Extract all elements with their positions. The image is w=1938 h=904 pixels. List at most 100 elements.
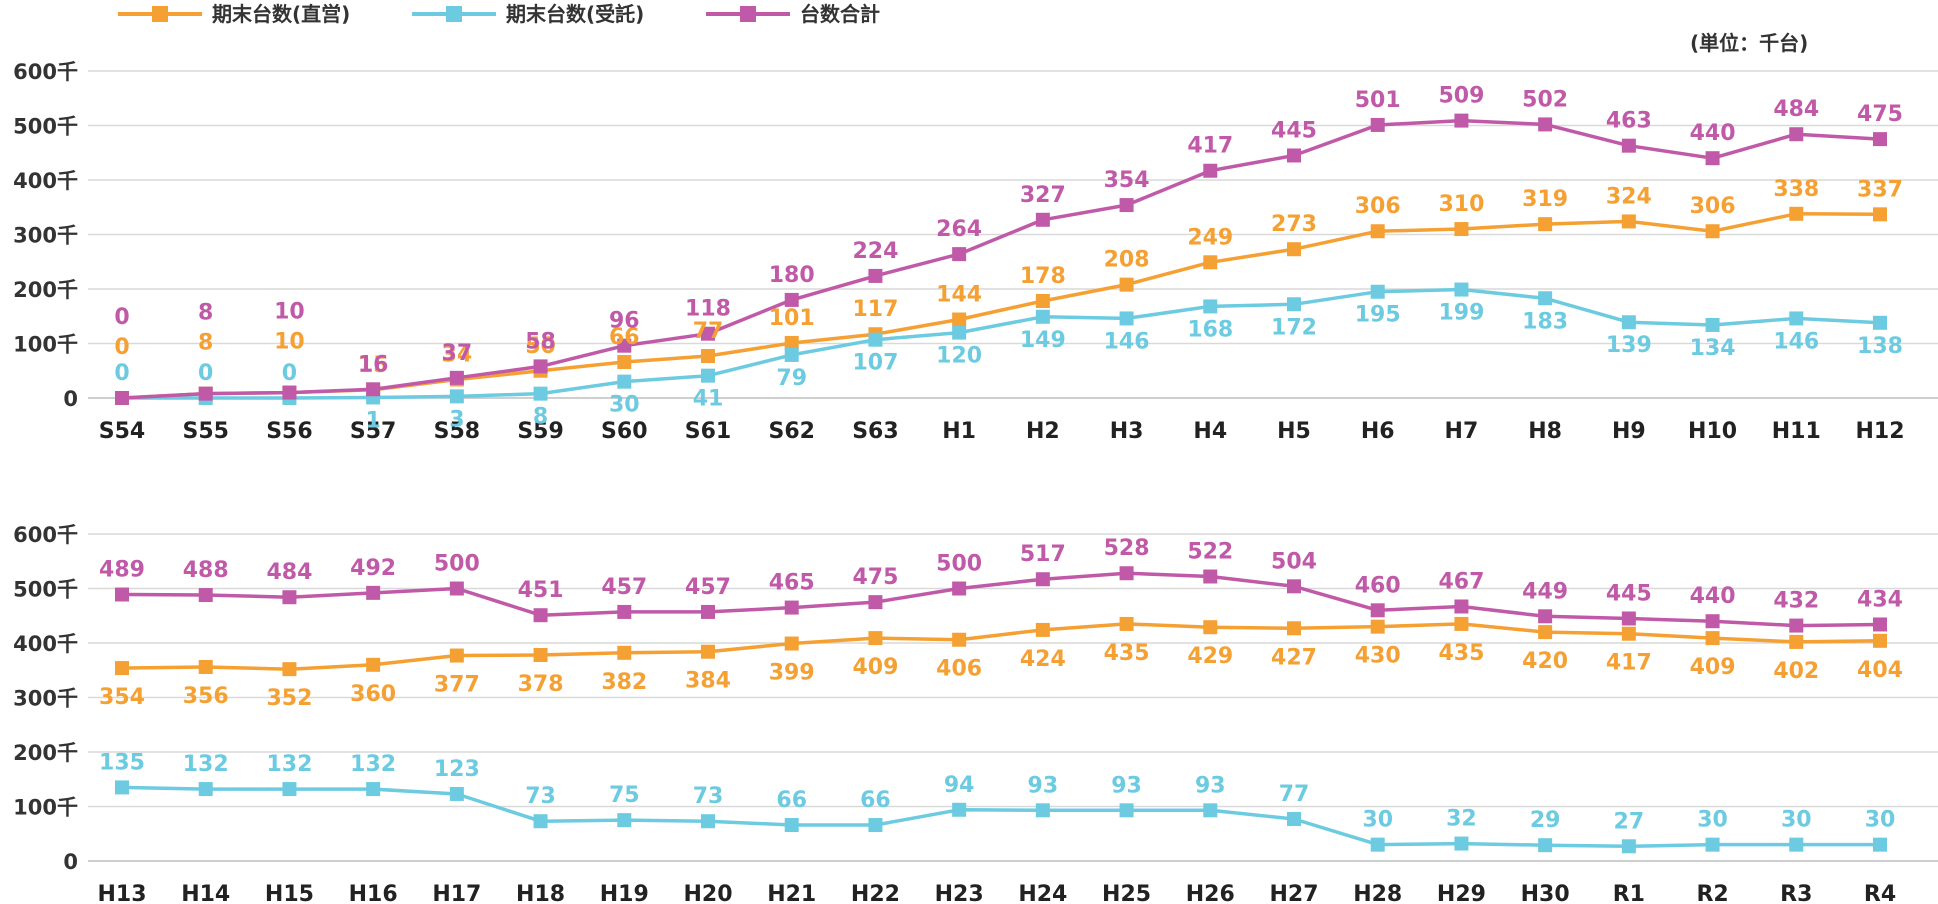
y-tick-label: 500千 — [13, 578, 78, 602]
data-point — [952, 312, 967, 327]
data-point — [366, 657, 381, 672]
data-label: 0 — [282, 361, 297, 386]
data-label: 409 — [1690, 655, 1736, 680]
data-label: 502 — [1522, 87, 1568, 112]
data-point — [1873, 837, 1887, 852]
data-label: 30 — [609, 393, 640, 418]
data-label: 132 — [183, 752, 229, 777]
legend: 期末台数(直営) 期末台数(受託) 台数合計 — [118, 2, 880, 26]
data-point — [282, 782, 297, 797]
series-line — [121, 785, 1880, 849]
data-point — [366, 782, 381, 797]
x-tick-label: S57 — [350, 419, 396, 444]
y-axis: 0 100千 200千 300千 400千 500千 600千 — [13, 523, 78, 874]
data-point — [1203, 299, 1218, 314]
data-point — [952, 325, 967, 340]
data-label: 517 — [1020, 542, 1066, 567]
data-point — [1287, 812, 1301, 827]
data-label: 445 — [1606, 581, 1652, 606]
data-point — [282, 662, 297, 677]
data-label: 134 — [1690, 336, 1736, 361]
data-point — [1203, 163, 1218, 178]
data-label: 93 — [1111, 773, 1142, 798]
gridlines — [88, 70, 1938, 399]
chart-top-period-s54-h12: 0 100千 200千 300千 400千 500千 600千 S54 S55 S56 S57 S58… — [13, 60, 1938, 444]
data-label: 409 — [852, 655, 898, 680]
data-label: 354 — [1104, 168, 1150, 193]
data-label: 135 — [99, 750, 145, 775]
data-label: 484 — [266, 560, 312, 585]
y-tick-label: 600千 — [13, 523, 78, 547]
x-tick-label: S63 — [852, 419, 898, 444]
x-tick-label: H28 — [1353, 882, 1402, 904]
unit-label: (単位：千台) — [1690, 31, 1808, 55]
x-tick-label: H25 — [1102, 882, 1151, 904]
data-point — [1705, 317, 1720, 332]
x-tick-label: H3 — [1110, 419, 1144, 444]
data-point — [868, 631, 883, 646]
data-label: 522 — [1187, 540, 1233, 565]
data-point — [1370, 224, 1385, 239]
x-tick-label: H17 — [432, 882, 481, 904]
data-point — [617, 645, 632, 660]
data-label: 8 — [533, 405, 548, 430]
data-point — [1789, 837, 1804, 852]
data-label: 34 — [442, 342, 473, 367]
data-point — [1538, 291, 1553, 306]
data-label: 101 — [769, 306, 815, 331]
data-label: 144 — [936, 283, 982, 308]
data-point — [1873, 633, 1887, 648]
data-point — [617, 813, 632, 828]
data-point — [1873, 617, 1887, 632]
data-point — [701, 604, 715, 619]
data-label: 310 — [1438, 192, 1484, 217]
data-point — [533, 359, 548, 374]
data-label: 440 — [1690, 121, 1736, 146]
data-label: 440 — [1690, 584, 1736, 609]
data-label: 195 — [1355, 303, 1401, 328]
data-label: 356 — [183, 684, 229, 709]
data-label: 382 — [601, 670, 647, 695]
legend-marker — [446, 6, 462, 22]
data-point — [617, 604, 632, 619]
data-label: 399 — [769, 661, 815, 686]
data-label: 457 — [685, 575, 731, 600]
legend-marker — [740, 6, 756, 22]
data-label: 406 — [936, 657, 982, 682]
data-label: 417 — [1606, 651, 1652, 676]
x-tick-label: H20 — [683, 882, 732, 904]
data-label: 338 — [1773, 177, 1819, 202]
series-1-labels: 354 356 352 360 377 378 382 384 399 409 406 424 435 4… — [99, 641, 1903, 711]
data-point — [784, 636, 799, 651]
data-label: 319 — [1522, 187, 1568, 212]
data-point — [701, 814, 715, 829]
data-point — [1789, 634, 1804, 649]
x-tick-label: H10 — [1688, 419, 1737, 444]
y-tick-label: 400千 — [13, 632, 78, 656]
data-point — [533, 814, 548, 829]
data-label: 94 — [944, 773, 975, 798]
data-point — [784, 818, 799, 833]
data-point — [784, 347, 799, 362]
data-point — [533, 647, 548, 662]
data-label: 475 — [852, 565, 898, 590]
data-label: 77 — [693, 319, 724, 344]
x-tick-label: S61 — [685, 419, 731, 444]
data-point — [115, 661, 129, 676]
data-point — [366, 585, 381, 600]
data-label: 30 — [1781, 808, 1812, 833]
x-tick-label: S62 — [768, 419, 814, 444]
legend-label: 期末台数(受託) — [506, 2, 644, 26]
data-point — [1035, 622, 1050, 637]
data-point — [1621, 611, 1636, 626]
data-label: 8 — [198, 331, 213, 356]
data-label: 27 — [1614, 809, 1645, 834]
data-label: 29 — [1530, 808, 1561, 833]
data-point — [1287, 242, 1301, 257]
y-axis: 0 100千 200千 300千 400千 500千 600千 — [13, 60, 78, 411]
data-label: 264 — [936, 217, 982, 242]
x-tick-label: H22 — [851, 882, 900, 904]
series-2 — [115, 780, 1887, 854]
